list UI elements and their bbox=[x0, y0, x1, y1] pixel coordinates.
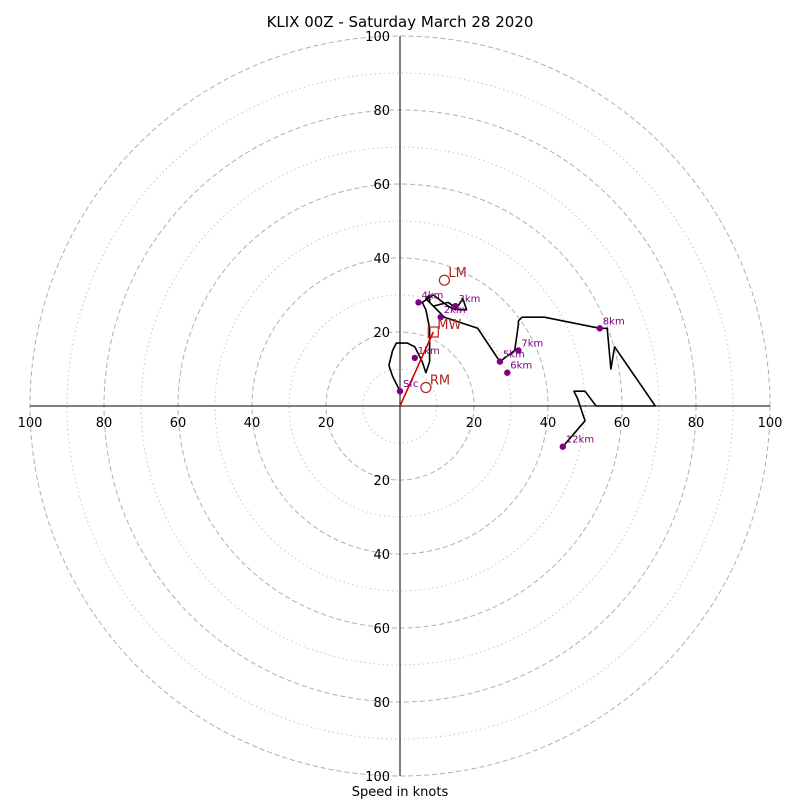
tick-label-bottom: 20 bbox=[373, 474, 390, 489]
height-marker-dot bbox=[596, 325, 603, 332]
storm-marker-label: MW bbox=[437, 318, 461, 333]
tick-label-left: 20 bbox=[318, 416, 335, 431]
tick-label-right: 100 bbox=[758, 416, 783, 431]
height-marker-label: Sfc bbox=[403, 379, 418, 390]
height-marker-dot bbox=[396, 388, 404, 395]
height-marker-label: 12km bbox=[566, 435, 594, 446]
tick-label-bottom: 80 bbox=[373, 696, 390, 711]
height-marker-label: 1km bbox=[418, 346, 440, 357]
storm-marker-label: RM bbox=[430, 374, 450, 389]
height-marker-dot bbox=[411, 354, 418, 362]
tick-label-bottom: 60 bbox=[373, 622, 390, 637]
height-marker-dot bbox=[515, 347, 522, 354]
height-marker-dot bbox=[496, 358, 504, 365]
tick-label-top: 20 bbox=[373, 326, 390, 341]
tick-label-right: 40 bbox=[540, 416, 557, 431]
height-marker-label: 2km bbox=[444, 305, 466, 316]
tick-label-bottom: 100 bbox=[365, 770, 390, 785]
hodograph-line bbox=[388, 294, 657, 448]
tick-label-top: 60 bbox=[373, 178, 390, 193]
tick-label-right: 60 bbox=[614, 416, 631, 431]
tick-label-top: 80 bbox=[373, 104, 390, 119]
height-marker-label: 8km bbox=[603, 316, 625, 327]
tick-label-right: 20 bbox=[466, 416, 483, 431]
x-axis-label: Speed in knots bbox=[352, 785, 449, 800]
hodograph-trace bbox=[388, 294, 657, 448]
tick-label-right: 80 bbox=[688, 416, 705, 431]
height-marker-label: 6km bbox=[510, 361, 532, 372]
tick-label-left: 80 bbox=[96, 416, 113, 431]
height-marker-label: 7km bbox=[521, 339, 543, 350]
tick-label-left: 40 bbox=[244, 416, 261, 431]
storm-marker-square bbox=[427, 326, 439, 338]
height-marker-dot bbox=[559, 443, 566, 450]
storm-marker-circle bbox=[420, 381, 432, 394]
storm-motion-markers: LM MW RM bbox=[420, 266, 467, 394]
height-marker-dot bbox=[504, 369, 511, 376]
storm-marker-circle bbox=[438, 274, 450, 286]
tick-label-left: 60 bbox=[170, 416, 187, 431]
chart-title: KLIX 00Z - Saturday March 28 2020 bbox=[267, 13, 534, 31]
height-marker-label: 3km bbox=[459, 294, 481, 305]
height-marker-dot bbox=[452, 302, 459, 310]
storm-motion-vector bbox=[399, 331, 435, 407]
tick-label-bottom: 40 bbox=[373, 548, 390, 563]
height-marker-dot bbox=[437, 314, 444, 321]
storm-marker-label: LM bbox=[448, 266, 466, 281]
tick-labels: 100 80 60 40 20 20 40 60 80 100 20 40 60 80 100 20 40 60 8… bbox=[18, 30, 783, 785]
height-marker-dot bbox=[415, 299, 422, 306]
tick-label-top: 40 bbox=[373, 252, 390, 267]
height-marker-label: 4km bbox=[422, 290, 444, 301]
tick-label-top: 100 bbox=[365, 30, 390, 45]
tick-label-left: 100 bbox=[18, 416, 43, 431]
height-marker-label: 5km bbox=[503, 350, 525, 361]
